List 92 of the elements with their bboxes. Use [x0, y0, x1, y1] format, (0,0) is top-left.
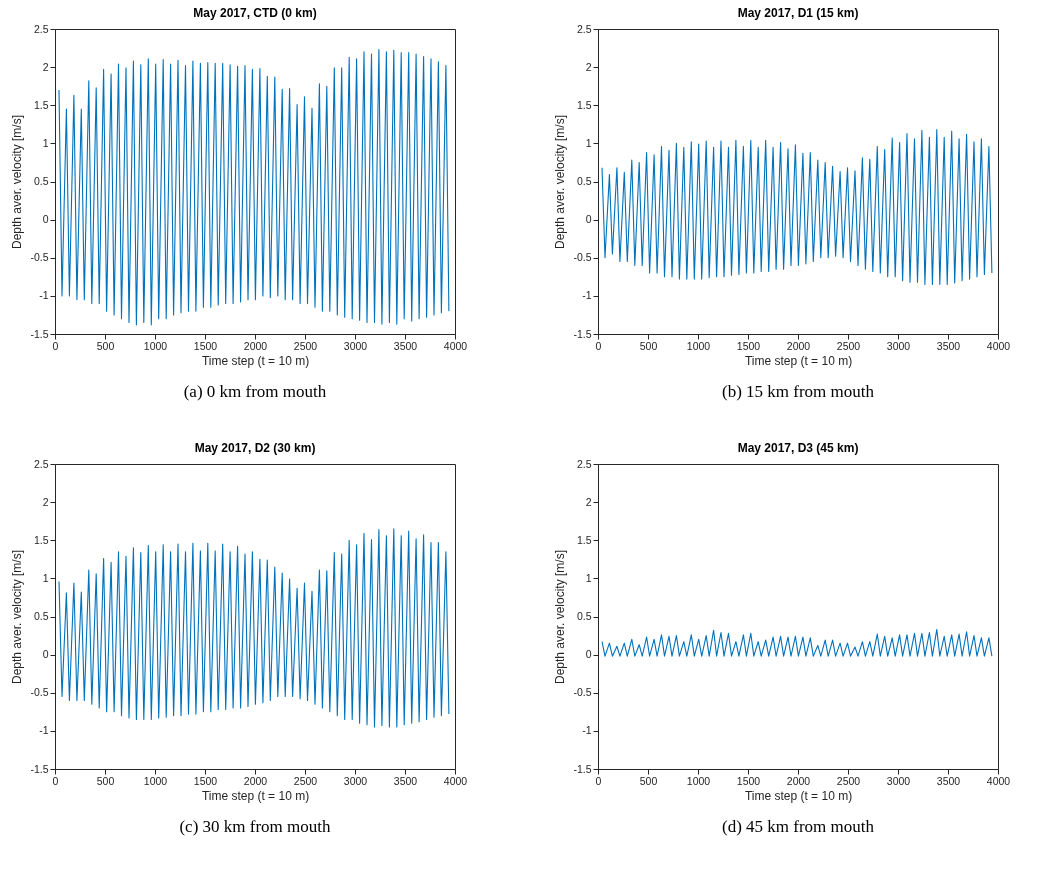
- text: (b) 15 km from mouth: [721, 382, 875, 401]
- x-tick-label: 4000: [986, 339, 1011, 352]
- y-tick-label: 1: [585, 571, 592, 584]
- x-tick-label: 3000: [886, 339, 911, 352]
- y-tick-label: 0.5: [576, 610, 592, 622]
- x-tick-label: 1000: [686, 774, 711, 787]
- x-tick-label: 2000: [243, 774, 268, 787]
- text: (d) 45 km from mouth: [721, 817, 875, 836]
- x-tick-label: 4000: [443, 774, 468, 787]
- x-tick-label: 3000: [343, 774, 368, 787]
- y-tick-label: -0.5: [30, 251, 49, 264]
- x-tick-label: 0: [595, 339, 602, 352]
- chart-title: May 2017, D3 (45 km): [737, 441, 859, 455]
- y-tick-label: -1: [39, 724, 49, 737]
- y-tick-label: 2: [42, 60, 49, 73]
- x-axis-title: Time step (t = 10 m): [744, 354, 853, 368]
- x-axis-title: Time step (t = 10 m): [744, 789, 853, 803]
- chart-title: May 2017, CTD (0 km): [193, 6, 317, 20]
- y-tick-label: 1: [42, 136, 49, 149]
- x-tick-label: 2000: [786, 774, 811, 787]
- y-tick-label: 2: [585, 495, 592, 508]
- y-tick-label: -0.5: [30, 686, 49, 699]
- y-axis-title: Depth aver. velocity [m/s]: [10, 114, 25, 250]
- y-tick-label: 0: [585, 648, 592, 661]
- y-tick-label: -0.5: [573, 686, 592, 699]
- x-tick-label: 2500: [293, 339, 318, 352]
- x-tick-label: 3000: [886, 774, 911, 787]
- x-tick-label: 500: [639, 774, 658, 787]
- y-tick-label: 2.5: [576, 22, 592, 35]
- x-tick-label: 3500: [936, 339, 961, 352]
- y-tick-label: -0.5: [573, 251, 592, 264]
- line-series: [601, 129, 993, 285]
- y-tick-label: 2: [42, 495, 49, 508]
- x-tick-label: 2000: [243, 339, 268, 352]
- y-tick-label: 2.5: [576, 457, 592, 470]
- y-tick-label: -1: [39, 289, 49, 302]
- y-tick-label: 0: [585, 213, 592, 226]
- y-tick-label: -1: [582, 724, 592, 737]
- x-tick-label: 4000: [443, 339, 468, 352]
- x-tick-label: 500: [96, 774, 115, 787]
- x-tick-label: 3500: [936, 774, 961, 787]
- x-tick-label: 2000: [786, 339, 811, 352]
- y-tick-label: -1: [582, 289, 592, 302]
- x-tick-label: 1500: [736, 774, 761, 787]
- text: (c) 30 km from mouth: [179, 817, 332, 836]
- y-tick-label: 1.5: [576, 98, 592, 111]
- x-tick-label: 1500: [736, 339, 761, 352]
- x-tick-label: 1500: [193, 774, 218, 787]
- chart-title: May 2017, D2 (30 km): [194, 441, 316, 455]
- y-tick-label: -1.5: [573, 327, 592, 340]
- x-tick-label: 2500: [836, 774, 861, 787]
- x-tick-label: 2500: [836, 339, 861, 352]
- y-tick-label: 1.5: [33, 533, 49, 546]
- x-tick-label: 500: [96, 339, 115, 352]
- x-axis-title: Time step (t = 10 m): [201, 354, 310, 368]
- y-tick-label: 0: [42, 213, 49, 226]
- x-axis-title: Time step (t = 10 m): [201, 789, 310, 803]
- line-series: [58, 49, 450, 326]
- y-tick-label: 2.5: [33, 22, 49, 35]
- x-tick-label: 1000: [143, 339, 168, 352]
- x-tick-label: 0: [52, 339, 59, 352]
- y-tick-label: -1.5: [30, 327, 49, 340]
- y-tick-label: 1.5: [576, 533, 592, 546]
- x-tick-label: 0: [52, 774, 59, 787]
- x-tick-label: 2500: [293, 774, 318, 787]
- x-tick-label: 1500: [193, 339, 218, 352]
- x-tick-label: 3500: [393, 774, 418, 787]
- y-tick-label: 0.5: [33, 175, 49, 187]
- y-tick-label: 0: [42, 648, 49, 661]
- chart-title: May 2017, D1 (15 km): [737, 6, 859, 20]
- text: (a) 0 km from mouth: [183, 382, 327, 401]
- y-axis-title: Depth aver. velocity [m/s]: [553, 549, 568, 685]
- x-tick-label: 1000: [143, 774, 168, 787]
- line-series: [601, 628, 993, 657]
- y-tick-label: -1.5: [573, 762, 592, 775]
- x-tick-label: 4000: [986, 774, 1011, 787]
- y-tick-label: 1.5: [33, 98, 49, 111]
- y-axis-title: Depth aver. velocity [m/s]: [10, 549, 25, 685]
- line-series: [58, 528, 450, 728]
- x-tick-label: 3500: [393, 339, 418, 352]
- x-tick-label: 3000: [343, 339, 368, 352]
- y-tick-label: 1: [42, 571, 49, 584]
- y-axis-title: Depth aver. velocity [m/s]: [553, 114, 568, 250]
- x-tick-label: 500: [639, 339, 658, 352]
- y-tick-label: 0.5: [576, 175, 592, 187]
- x-tick-label: 1000: [686, 339, 711, 352]
- x-tick-label: 0: [595, 774, 602, 787]
- y-tick-label: 0.5: [33, 610, 49, 622]
- y-tick-label: 1: [585, 136, 592, 149]
- y-tick-label: 2: [585, 60, 592, 73]
- y-tick-label: 2.5: [33, 457, 49, 470]
- y-tick-label: -1.5: [30, 762, 49, 775]
